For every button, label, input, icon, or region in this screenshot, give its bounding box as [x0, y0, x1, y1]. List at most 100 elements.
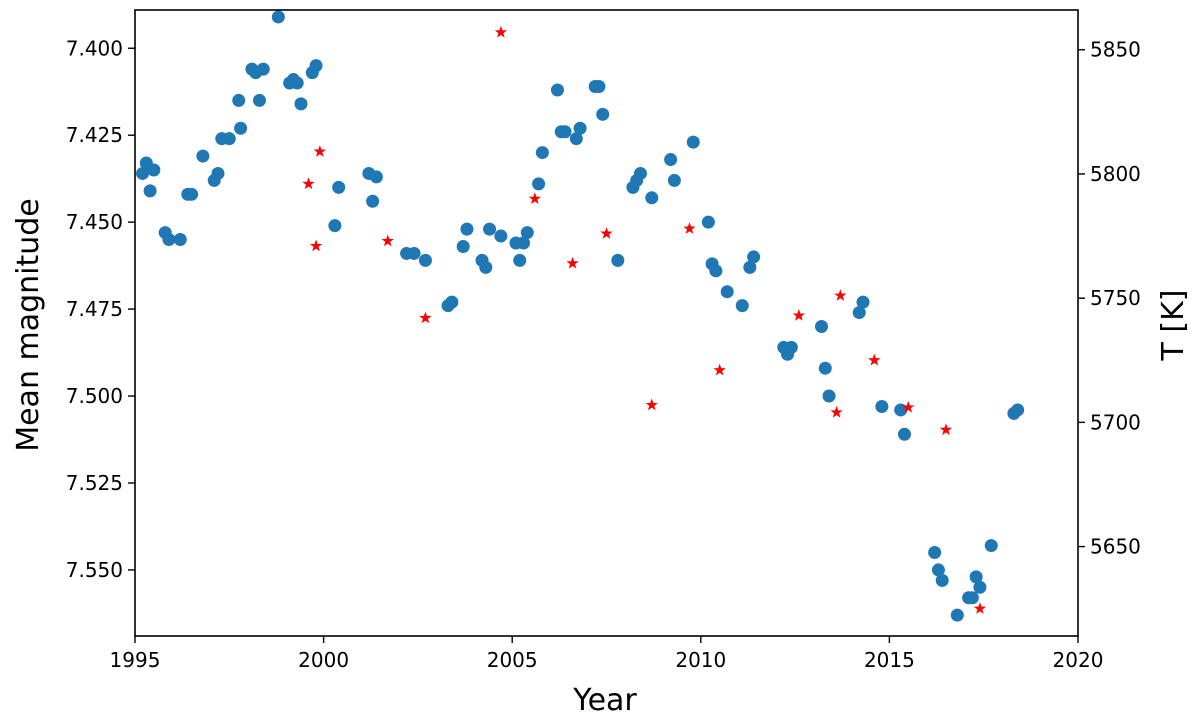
y-right-tick-label: 5700 — [1090, 410, 1141, 434]
data-point-magnitude — [232, 93, 246, 107]
y-right-tick-label: 5800 — [1090, 162, 1141, 186]
data-point-magnitude — [211, 166, 225, 180]
y-right-tick-label: 5650 — [1090, 535, 1141, 559]
data-point-magnitude — [332, 180, 346, 194]
data-point-magnitude — [709, 264, 723, 278]
plot-area — [136, 10, 1025, 622]
data-point-magnitude — [1011, 403, 1025, 417]
x-tick-label: 2005 — [487, 648, 538, 672]
data-point-magnitude — [875, 399, 889, 413]
data-point-magnitude — [965, 591, 979, 605]
data-point-temperature — [973, 602, 987, 614]
data-point-magnitude — [596, 107, 610, 121]
data-point-temperature — [309, 239, 323, 252]
x-axis-title: Year — [572, 683, 637, 717]
x-tick-label: 2010 — [675, 648, 726, 672]
data-point-temperature — [302, 177, 315, 190]
data-point-magnitude — [445, 295, 459, 309]
y-axis-title-left: Mean magnitude — [11, 198, 46, 452]
x-tick-label: 2020 — [1053, 648, 1104, 672]
data-point-magnitude — [784, 340, 798, 354]
data-point-magnitude — [532, 177, 546, 191]
y-left-tick-label: 7.425 — [66, 123, 123, 147]
data-point-magnitude — [494, 229, 508, 243]
y-right-tick-label: 5850 — [1090, 38, 1141, 62]
data-point-temperature — [645, 398, 658, 411]
data-point-temperature — [939, 423, 953, 436]
data-point-temperature — [566, 256, 579, 269]
data-point-magnitude — [483, 222, 497, 236]
y-left-tick-label: 7.400 — [66, 36, 123, 60]
data-point-magnitude — [935, 573, 949, 587]
y-left-tick-label: 7.525 — [66, 471, 123, 495]
data-point-temperature — [528, 192, 542, 205]
x-tick-label: 1995 — [110, 648, 161, 672]
data-point-magnitude — [558, 125, 572, 139]
y-right-tick-label: 5750 — [1090, 286, 1141, 310]
data-point-magnitude — [460, 222, 474, 236]
data-point-magnitude — [456, 239, 470, 253]
data-point-magnitude — [252, 93, 266, 107]
data-point-magnitude — [185, 187, 199, 201]
data-point-magnitude — [592, 80, 606, 94]
data-point-magnitude — [633, 166, 647, 180]
data-point-magnitude — [950, 608, 964, 622]
data-point-magnitude — [611, 253, 625, 267]
data-point-temperature — [419, 311, 432, 324]
data-point-magnitude — [196, 149, 210, 163]
data-point-magnitude — [369, 170, 383, 184]
data-point-magnitude — [747, 250, 761, 264]
data-point-magnitude — [162, 233, 176, 247]
y-left-tick-label: 7.450 — [66, 210, 123, 234]
data-point-magnitude — [294, 97, 308, 111]
data-point-temperature — [683, 222, 696, 234]
data-point-magnitude — [407, 246, 421, 260]
y-left-tick-label: 7.500 — [66, 384, 123, 408]
data-point-magnitude — [256, 62, 270, 76]
data-point-magnitude — [569, 132, 583, 146]
data-point-magnitude — [856, 295, 870, 309]
data-point-magnitude — [852, 306, 866, 320]
data-point-magnitude — [984, 539, 998, 553]
data-point-magnitude — [815, 319, 829, 333]
data-point-magnitude — [517, 236, 531, 250]
data-point-magnitude — [513, 253, 527, 267]
data-point-magnitude — [290, 76, 304, 90]
data-point-magnitude — [701, 215, 715, 229]
data-point-magnitude — [818, 361, 832, 375]
data-point-magnitude — [928, 546, 942, 560]
data-point-magnitude — [136, 166, 150, 180]
data-point-temperature — [600, 227, 613, 239]
data-point-magnitude — [479, 260, 493, 274]
data-point-magnitude — [573, 121, 587, 135]
data-point-magnitude — [535, 146, 549, 160]
data-point-magnitude — [147, 163, 161, 177]
data-point-magnitude — [366, 194, 380, 208]
data-point-magnitude — [222, 132, 236, 146]
x-tick-label: 2000 — [298, 648, 349, 672]
data-point-temperature — [902, 400, 915, 413]
data-point-temperature — [834, 289, 847, 301]
data-point-magnitude — [520, 226, 534, 240]
data-point-magnitude — [550, 83, 564, 97]
data-point-magnitude — [173, 233, 187, 247]
data-point-magnitude — [897, 427, 911, 441]
data-point-temperature — [494, 25, 508, 38]
data-point-magnitude — [973, 580, 987, 594]
data-point-temperature — [713, 363, 726, 376]
y-left-tick-label: 7.475 — [66, 297, 123, 321]
data-point-magnitude — [667, 173, 681, 187]
axes: 1995 2000 2005 2010 2015 2020 7.400 7.425 7.450 7… — [66, 9, 1141, 672]
data-point-temperature — [381, 234, 394, 247]
y-axis-title-right: T [K] — [1156, 290, 1191, 362]
data-point-magnitude — [686, 135, 700, 149]
x-tick-label: 2015 — [864, 648, 915, 672]
data-point-magnitude — [143, 184, 157, 198]
data-point-magnitude — [418, 253, 432, 267]
data-point-temperature — [313, 145, 327, 157]
data-point-magnitude — [720, 285, 734, 299]
data-point-magnitude — [664, 153, 678, 167]
data-point-magnitude — [328, 219, 342, 233]
data-point-magnitude — [309, 59, 323, 73]
